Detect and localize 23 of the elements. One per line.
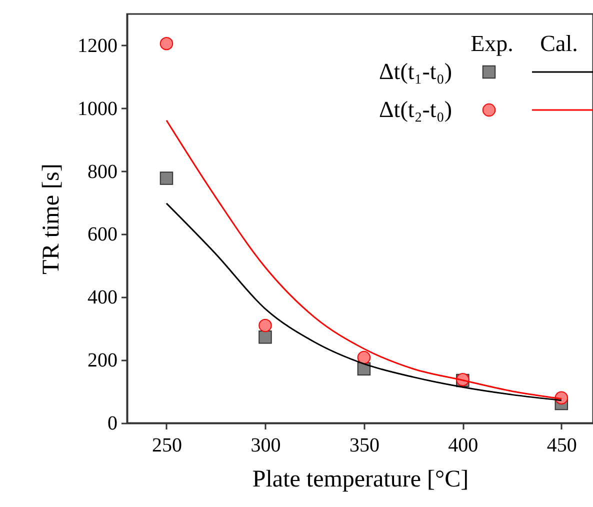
y-tick-label: 1200 (78, 34, 118, 57)
x-tick-label: 400 (448, 434, 478, 456)
y-tick-label: 1000 (78, 98, 118, 120)
point (357, 350, 371, 364)
x-axis-title: Plate temperature [°C] (252, 466, 469, 492)
y-tick-label: 0 (108, 412, 118, 434)
y-axis-title: TR time [s] (38, 164, 64, 274)
x-tick-label: 300 (250, 434, 281, 456)
y-tick-label: 600 (88, 224, 118, 246)
y-tick-label: 400 (88, 286, 118, 309)
legend-label: Δt(t₂-t₀) (379, 97, 452, 122)
x-tick-label: 450 (546, 434, 577, 456)
point (160, 36, 174, 50)
point (258, 330, 272, 344)
annotation: Exp. (470, 31, 514, 56)
y-tick-label: 800 (88, 160, 118, 183)
y-tick-label: 200 (88, 350, 118, 372)
x-tick-label: 250 (152, 434, 182, 456)
x-tick-label: 350 (349, 434, 380, 456)
annotation: Cal. (540, 31, 578, 56)
legend-label: Δt(t₁-t₀) (379, 59, 452, 84)
point (160, 172, 174, 185)
point (258, 318, 272, 332)
